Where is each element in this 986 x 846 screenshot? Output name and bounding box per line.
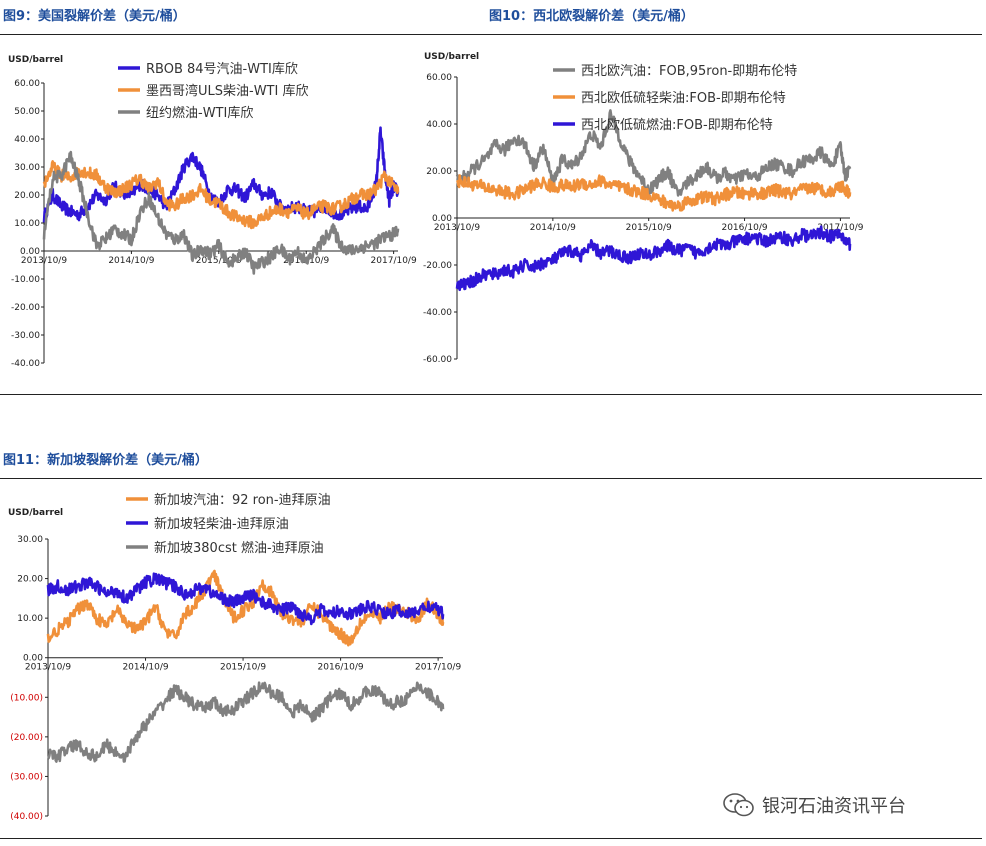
wechat-icon [723,793,754,817]
legend-entry: 新加坡轻柴油-迪拜原油 [154,516,289,532]
y-axis-label: USD/barrel [8,508,63,518]
x-tick-label: 2017/10/9 [371,256,417,266]
y-tick-label: -10.00 [11,275,40,285]
y-tick-label: 30.00 [17,535,43,545]
watermark-text: 银河石油资讯平台 [762,796,906,817]
y-tick-label: (10.00) [10,693,43,703]
y-tick-label: -40.00 [11,359,40,369]
series-line-us-0 [42,126,400,223]
y-tick-label: (30.00) [10,772,43,782]
y-tick-label: -20.00 [423,261,452,271]
y-tick-label: 30.00 [14,163,40,173]
fig11-title: 图11：新加坡裂解价差（美元/桶） [3,453,208,468]
y-tick-label: 60.00 [426,73,452,83]
x-tick-label: 2014/10/9 [108,256,154,266]
y-tick-label: -40.00 [423,308,452,318]
x-tick-label: 2013/10/9 [25,663,71,673]
x-tick-label: 2014/10/9 [122,663,168,673]
series-line-us-1 [42,160,400,230]
y-axis-label: USD/barrel [8,55,63,65]
y-tick-label: 20.00 [14,191,40,201]
fig11-divider [0,478,982,479]
legend-entry: 新加坡380cst 燃油-迪拜原油 [154,540,324,556]
legend-entry: 西北欧低硫燃油:FOB-即期布伦特 [581,117,773,133]
series-line-us-2 [42,150,400,275]
legend-entry: 纽约燃油-WTI库欣 [146,105,253,121]
series-line-nwe-1 [455,174,852,212]
y-tick-label: (20.00) [10,733,43,743]
x-tick-label: 2013/10/9 [21,256,67,266]
y-tick-label: 40.00 [14,135,40,145]
fig10-title: 图10：西北欧裂解价差（美元/桶） [489,9,694,24]
legend-entry: 墨西哥湾ULS柴油-WTI 库欣 [146,83,308,99]
y-axis-label: USD/barrel [424,52,479,62]
legend-entry: 西北欧低硫轻柴油:FOB-即期布伦特 [581,91,786,106]
top-divider [0,34,982,35]
series-line-nwe-2 [455,225,852,292]
y-tick-label: 50.00 [14,107,40,117]
fig9-title: 图9：美国裂解价差（美元/桶） [3,9,186,24]
y-tick-label: -60.00 [423,355,452,365]
series-line-sg-2 [47,681,445,763]
middle-divider [0,394,982,395]
x-tick-label: 2017/10/9 [817,223,863,233]
y-tick-label: 0.00 [20,247,40,257]
x-tick-label: 2013/10/9 [434,223,480,233]
bottom-divider [0,838,982,839]
chart-sg: USD/barrel 30.00 20.00 10.00 0.00 (10.00) (20.… [8,492,461,822]
y-tick-label: (40.00) [10,812,43,822]
series-line-nwe-0 [455,109,852,197]
x-tick-label: 2015/10/9 [626,223,672,233]
series-line-sg-1 [46,572,445,626]
y-tick-label: 40.00 [426,120,452,130]
y-tick-label: -30.00 [11,331,40,341]
x-tick-label: 2014/10/9 [530,223,576,233]
x-tick-label: 2015/10/9 [220,663,266,673]
legend-entry: 新加坡汽油：92 ron-迪拜原油 [154,492,331,508]
y-tick-label: 20.00 [17,575,43,585]
x-tick-label: 2016/10/9 [721,223,767,233]
y-tick-label: 60.00 [14,79,40,89]
watermark: 银河石油资讯平台 [722,790,972,820]
y-tick-label: 10.00 [14,219,40,229]
x-tick-label: 2015/10/9 [196,256,242,266]
y-tick-label: 10.00 [17,614,43,624]
y-tick-label: 0.00 [432,214,452,224]
x-tick-label: 2016/10/9 [318,663,364,673]
y-tick-label: 0.00 [23,654,43,664]
y-tick-label: 20.00 [426,167,452,177]
x-tick-label: 2017/10/9 [415,663,461,673]
legend-entry: 西北欧汽油：FOB,95ron-即期布伦特 [581,64,797,79]
legend-entry: RBOB 84号汽油-WTI库欣 [146,61,298,77]
chart-nwe: USD/barrel 60.00 40.00 20.00 0.00 -20.00 -40.0… [423,52,864,365]
y-tick-label: -20.00 [11,303,40,313]
chart-us: USD/barrel 60.00 50.00 40.00 30.00 20.00 10.00… [8,55,417,369]
